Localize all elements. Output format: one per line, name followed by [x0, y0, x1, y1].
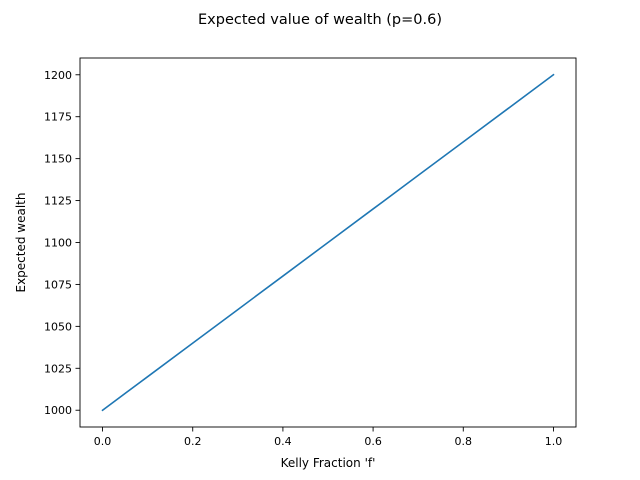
y-tick-label: 1050: [44, 320, 72, 333]
series-layer: [101, 73, 555, 412]
y-axis-ticks: 1000 1025 1050 1075 1100 1125 1150 1175 1200: [44, 69, 80, 417]
y-tick-label: 1000: [44, 404, 72, 417]
y-tick-label: 1150: [44, 153, 72, 166]
y-tick-label: 1100: [44, 237, 72, 250]
y-tick-label: 1200: [44, 69, 72, 82]
x-axis-ticks: 0.0 0.2 0.4 0.6 0.8 1.0: [94, 427, 562, 448]
x-axis-label: Kelly Fraction 'f': [281, 456, 376, 470]
y-tick-label: 1125: [44, 195, 72, 208]
plot-frame: [79, 57, 577, 428]
plot-area: 0.0 0.2 0.4 0.6 0.8 1.0 100010251050107511001…: [44, 57, 577, 448]
y-tick-label: 1025: [44, 362, 72, 375]
x-tick-label: 1.0: [545, 435, 563, 448]
series-line: [101, 73, 555, 412]
x-tick-label: 0.0: [94, 435, 112, 448]
x-tick-label: 0.2: [184, 435, 202, 448]
y-tick-label: 1175: [44, 111, 72, 124]
x-tick-label: 0.6: [364, 435, 382, 448]
chart-title: Expected value of wealth (p=0.6): [198, 12, 442, 28]
y-tick-label: 1075: [44, 278, 72, 291]
y-axis-label: Expected wealth: [14, 193, 28, 293]
x-tick-label: 0.4: [274, 435, 292, 448]
x-tick-label: 0.8: [455, 435, 473, 448]
